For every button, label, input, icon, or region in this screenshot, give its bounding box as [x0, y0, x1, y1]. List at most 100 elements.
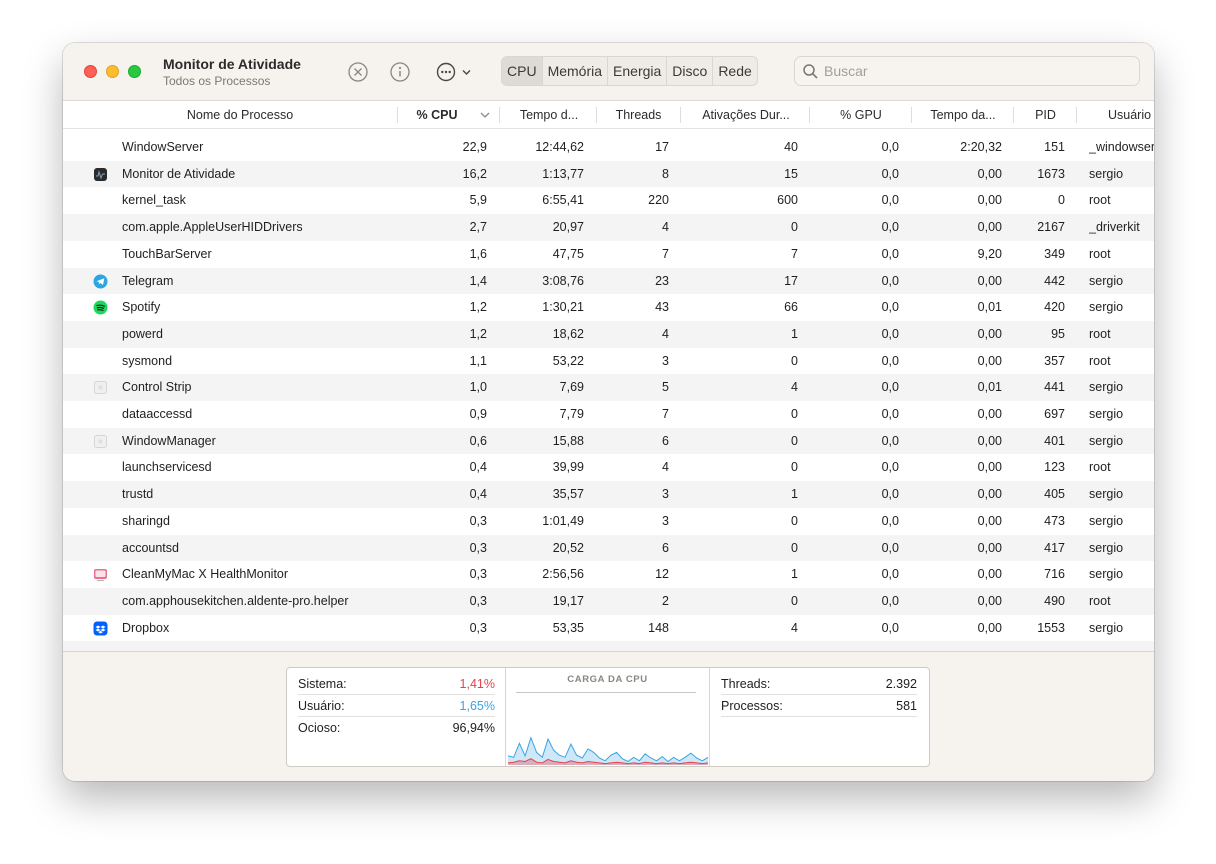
- table-row[interactable]: Control Strip 1,0 7,69 5 4 0,0 0,01 441 sergio: [63, 374, 1154, 401]
- pid: 95: [1051, 326, 1065, 341]
- process-name: Dropbox: [122, 620, 170, 635]
- column-header-gpu-time[interactable]: Tempo da...: [930, 108, 996, 122]
- info-icon: [390, 62, 410, 82]
- column-header-pid[interactable]: PID: [1035, 108, 1056, 122]
- processos-row: Processos: 581: [721, 695, 917, 717]
- x-circle-icon: [348, 62, 368, 82]
- cpu-percent: 0,4: [469, 460, 487, 475]
- process-name: kernel_task: [122, 193, 186, 208]
- idle-wakeups: 66: [784, 300, 798, 315]
- thread-count: 6: [662, 433, 669, 448]
- column-header-gpu[interactable]: % GPU: [840, 108, 882, 122]
- table-row[interactable]: Monitor de Atividade 16,2 1:13,77 8 15 0,0 0,0…: [63, 160, 1154, 188]
- table-row[interactable]: WindowManager 0,6 15,88 6 0 0,0 0,00 401 sergio: [63, 427, 1154, 455]
- pid: 716: [1044, 567, 1065, 582]
- ocioso-value: 96,94%: [452, 721, 495, 735]
- search-input[interactable]: [824, 61, 1124, 81]
- gpu-time: 0,00: [977, 220, 1002, 235]
- graph-divider: [516, 692, 696, 693]
- column-divider: [911, 107, 912, 123]
- table-row[interactable]: Telegram 1,4 3:08,76 23 17 0,0 0,00 442 sergio: [63, 267, 1154, 295]
- tab-cpu[interactable]: CPU: [502, 57, 543, 85]
- gpu-percent: 0,0: [881, 220, 899, 235]
- table-row[interactable]: WindowServer 22,9 12:44,62 17 40 0,0 2:20,32 15…: [63, 134, 1154, 161]
- pid: 420: [1044, 300, 1065, 315]
- table-row[interactable]: launchservicesd 0,4 39,99 4 0 0,0 0,00 123 root: [63, 454, 1154, 481]
- table-row[interactable]: Dropbox 0,3 53,35 148 4 0,0 0,00 1553 sergio: [63, 615, 1154, 642]
- column-header-cpu-time[interactable]: Tempo d...: [519, 108, 579, 122]
- threads-row: Threads: 2.392: [721, 673, 917, 695]
- cpu-percent: 1,6: [469, 246, 487, 261]
- column-header-idle-wakeups[interactable]: Ativações Dur...: [702, 108, 790, 122]
- user: sergio: [1089, 273, 1124, 288]
- tab-energia[interactable]: Energia: [608, 57, 668, 85]
- table-row[interactable]: [63, 641, 1154, 651]
- table-row[interactable]: sharingd 0,3 1:01,49 3 0 0,0 0,00 473 sergio: [63, 508, 1154, 535]
- gpu-time: 0,00: [977, 593, 1002, 608]
- close-window-button[interactable]: [84, 65, 97, 78]
- view-tabs: CPU Memória Energia Disco Rede: [501, 56, 758, 86]
- table-row[interactable]: TouchBarServer 1,6 47,75 7 7 0,0 9,20 349 root: [63, 241, 1154, 268]
- cpu-usage-breakdown: Sistema: 1,41% Usuário: 1,65% Ocioso: 96…: [287, 668, 506, 766]
- tab-memoria[interactable]: Memória: [543, 57, 609, 85]
- table-row[interactable]: powerd 1,2 18,62 4 1 0,0 0,00 95 root: [63, 320, 1154, 348]
- table-row[interactable]: trustd 0,4 35,57 3 1 0,0 0,00 405 sergio: [63, 481, 1154, 508]
- idle-wakeups: 1: [791, 326, 798, 341]
- table-row[interactable]: com.apphousekitchen.aldente-pro.helper 0,…: [63, 587, 1154, 615]
- pid: 357: [1044, 353, 1065, 368]
- usuario-value: 1,65%: [459, 699, 495, 713]
- idle-wakeups: 0: [791, 353, 798, 368]
- idle-wakeups: 0: [791, 433, 798, 448]
- tab-rede[interactable]: Rede: [718, 63, 752, 79]
- idle-wakeups: 1: [791, 487, 798, 502]
- table-row[interactable]: CleanMyMac X HealthMonitor 0,3 2:56,56 12 1 0…: [63, 561, 1154, 588]
- tab-disco[interactable]: Disco: [667, 57, 714, 85]
- cpu-percent: 0,6: [469, 433, 487, 448]
- idle-wakeups: 4: [791, 380, 798, 395]
- more-options-button[interactable]: [435, 61, 477, 83]
- column-header-user[interactable]: Usuário: [1108, 108, 1152, 122]
- gpu-percent: 0,0: [881, 407, 899, 421]
- cpu-time: 19,17: [552, 593, 584, 608]
- threads-label: Threads:: [721, 677, 771, 691]
- user: sergio: [1089, 620, 1124, 635]
- thread-count: 3: [662, 513, 669, 528]
- idle-wakeups: 40: [784, 140, 798, 154]
- cpu-time: 20,97: [552, 220, 584, 235]
- thread-count: 23: [655, 273, 669, 288]
- table-row[interactable]: sysmond 1,1 53,22 3 0 0,0 0,00 357 root: [63, 348, 1154, 375]
- pid: 1673: [1037, 166, 1065, 181]
- column-divider: [809, 107, 810, 123]
- cpu-percent: 1,0: [469, 380, 487, 395]
- column-header-process-name[interactable]: Nome do Processo: [186, 108, 294, 122]
- gpu-percent: 0,0: [881, 540, 899, 555]
- usuario-area: [508, 737, 708, 765]
- process-name: dataaccessd: [122, 407, 193, 421]
- gpu-time: 0,00: [977, 326, 1002, 341]
- column-header-cpu[interactable]: % CPU: [416, 108, 458, 122]
- user: sergio: [1089, 540, 1124, 555]
- cpu-time: 7,79: [559, 407, 584, 421]
- cpu-time: 12:44,62: [535, 140, 584, 154]
- column-divider: [1076, 107, 1077, 123]
- thread-count: 3: [662, 353, 669, 368]
- table-row[interactable]: kernel_task 5,9 6:55,41 220 600 0,0 0,00 0 root: [63, 187, 1154, 214]
- zoom-window-button[interactable]: [128, 65, 141, 78]
- stop-process-button[interactable]: [347, 61, 369, 83]
- thread-count: 5: [662, 380, 669, 395]
- search-field[interactable]: [794, 56, 1140, 86]
- minimize-window-button[interactable]: [106, 65, 119, 78]
- inspect-process-button[interactable]: [389, 61, 411, 83]
- thread-count: 220: [648, 193, 669, 208]
- column-divider: [397, 107, 398, 123]
- table-row[interactable]: com.apple.AppleUserHIDDrivers 2,7 20,97 4 0 0…: [63, 214, 1154, 241]
- processos-label: Processos:: [721, 699, 783, 713]
- pid: 417: [1044, 540, 1065, 555]
- activity-monitor-icon: [93, 167, 108, 182]
- process-name: WindowServer: [122, 140, 204, 154]
- table-row[interactable]: accountsd 0,3 20,52 6 0 0,0 0,00 417 sergio: [63, 534, 1154, 562]
- column-header-threads[interactable]: Threads: [615, 108, 662, 122]
- cpu-percent: 0,4: [469, 487, 487, 502]
- table-row[interactable]: dataaccessd 0,9 7,79 7 0 0,0 0,00 697 sergio: [63, 401, 1154, 428]
- table-row[interactable]: Spotify 1,2 1:30,21 43 66 0,0 0,01 420 sergio: [63, 294, 1154, 321]
